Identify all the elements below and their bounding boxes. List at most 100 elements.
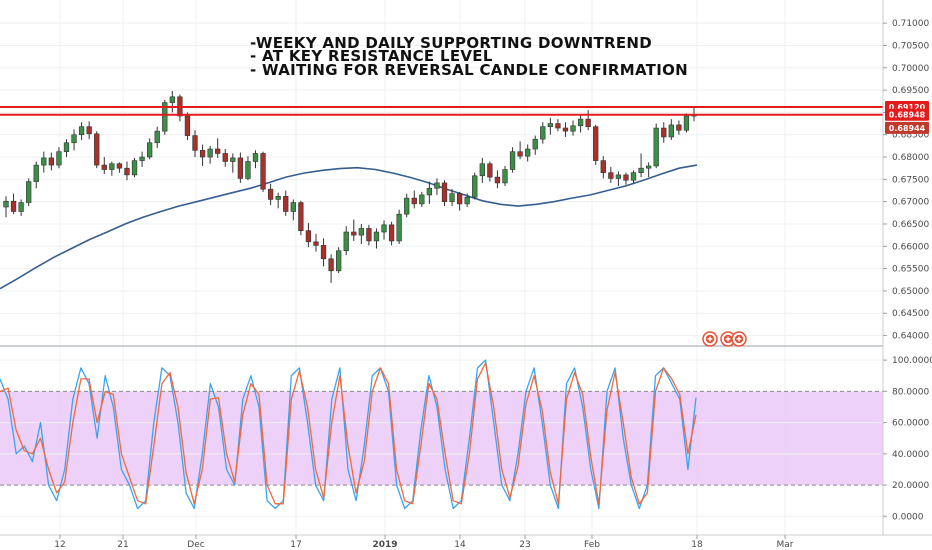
candle-body — [343, 231, 349, 252]
time-tick-label: 18 — [691, 540, 703, 550]
candle-body — [162, 102, 168, 132]
candle-body — [366, 228, 372, 242]
candle-body — [245, 161, 251, 179]
candle — [78, 122, 85, 141]
candle — [676, 120, 682, 135]
candle-body — [131, 160, 138, 176]
candle — [169, 90, 175, 113]
candle-body — [373, 231, 380, 242]
price-tick-label: 0.71000 — [892, 19, 929, 29]
candle-body — [449, 193, 455, 202]
candle — [154, 126, 160, 149]
candle — [343, 226, 349, 256]
price-tick-label: 0.66500 — [892, 220, 929, 230]
candle-body — [192, 135, 198, 151]
candle-body — [275, 196, 281, 200]
resistance-lines — [0, 106, 883, 116]
candle — [162, 99, 168, 135]
resistance-price-label: 0.68948 — [885, 108, 929, 121]
add-position-icon[interactable] — [731, 331, 747, 347]
candle-body — [600, 160, 606, 173]
candle — [426, 181, 433, 204]
candle — [215, 138, 221, 158]
time-tick-label: 2019 — [372, 540, 397, 550]
candle — [305, 223, 312, 248]
candle-body — [101, 164, 107, 170]
annotation-line-2: - AT KEY RESISTANCE LEVEL — [250, 47, 493, 65]
time-axis[interactable]: 12 21 Dec 17 2019 14 23 Feb 18 Mar — [54, 535, 794, 550]
time-tick-label: 17 — [290, 540, 301, 550]
candle-body — [517, 151, 523, 157]
candle — [593, 124, 599, 166]
stochastic-axis[interactable]: 100.0000 80.0000 60.0000 40.0000 20.0000 0.00… — [883, 356, 932, 522]
stochastic-tick-label: 20.0000 — [892, 481, 929, 491]
candle-body — [237, 157, 244, 179]
candle-body — [33, 164, 39, 182]
candle — [509, 147, 516, 173]
candle-body — [3, 200, 9, 208]
time-tick-label: Feb — [584, 540, 600, 550]
price-label-text: 0.68948 — [889, 111, 926, 120]
price-tick-label: 0.68000 — [892, 153, 929, 163]
candle — [449, 189, 455, 207]
stochastic-k-line — [0, 359, 697, 510]
candle-body — [638, 167, 644, 173]
candle-body — [147, 142, 153, 158]
stochastic-tick-label: 0.0000 — [892, 512, 924, 522]
candle-body — [41, 157, 47, 166]
candle — [381, 220, 387, 240]
candle-body — [683, 115, 690, 131]
candlesticks — [3, 90, 697, 283]
price-label-box — [885, 121, 929, 134]
candle — [570, 120, 576, 136]
candle-body — [645, 165, 652, 169]
candle-body — [540, 126, 546, 140]
price-tick-label: 0.65500 — [892, 265, 929, 275]
stochastic-tick-label: 40.0000 — [892, 450, 929, 460]
candle-body — [328, 258, 334, 272]
candle — [630, 170, 637, 183]
candle-body — [653, 127, 659, 167]
price-label-text: 0.68944 — [889, 124, 926, 133]
candle — [275, 192, 281, 209]
candle — [608, 166, 614, 183]
candle-body — [547, 123, 553, 127]
candle-body — [139, 156, 145, 161]
candle-body — [222, 153, 228, 162]
candle — [116, 162, 123, 173]
candle — [441, 180, 448, 207]
candle — [388, 221, 395, 246]
candle — [139, 151, 145, 167]
candle-body — [585, 118, 591, 127]
candle-body — [320, 245, 327, 260]
candle-body — [608, 172, 614, 179]
candle-body — [555, 123, 561, 129]
add-order-icon[interactable] — [720, 331, 736, 347]
candle — [645, 162, 652, 178]
candle-body — [593, 126, 599, 161]
candle — [252, 150, 259, 169]
candle-body — [623, 174, 629, 181]
candle — [290, 199, 296, 221]
stochastic-tick-label: 100.0000 — [892, 356, 932, 366]
candle — [615, 171, 622, 187]
candle-body — [562, 127, 569, 132]
candle-body — [532, 138, 538, 150]
candle — [184, 112, 191, 141]
add-alert-icon[interactable] — [702, 331, 718, 347]
candle-body — [494, 176, 501, 184]
candle-body — [56, 151, 62, 166]
price-tick-label: 0.67500 — [892, 175, 929, 185]
candle-body — [10, 200, 17, 212]
candle — [71, 129, 77, 151]
candle — [298, 200, 304, 236]
candle — [283, 190, 289, 216]
candle-body — [207, 148, 213, 158]
candle — [147, 138, 153, 160]
candle-body — [661, 127, 667, 138]
candle-body — [298, 202, 304, 231]
drawing-toolbar — [702, 331, 747, 347]
candle-body — [169, 96, 175, 103]
candle — [577, 114, 584, 133]
